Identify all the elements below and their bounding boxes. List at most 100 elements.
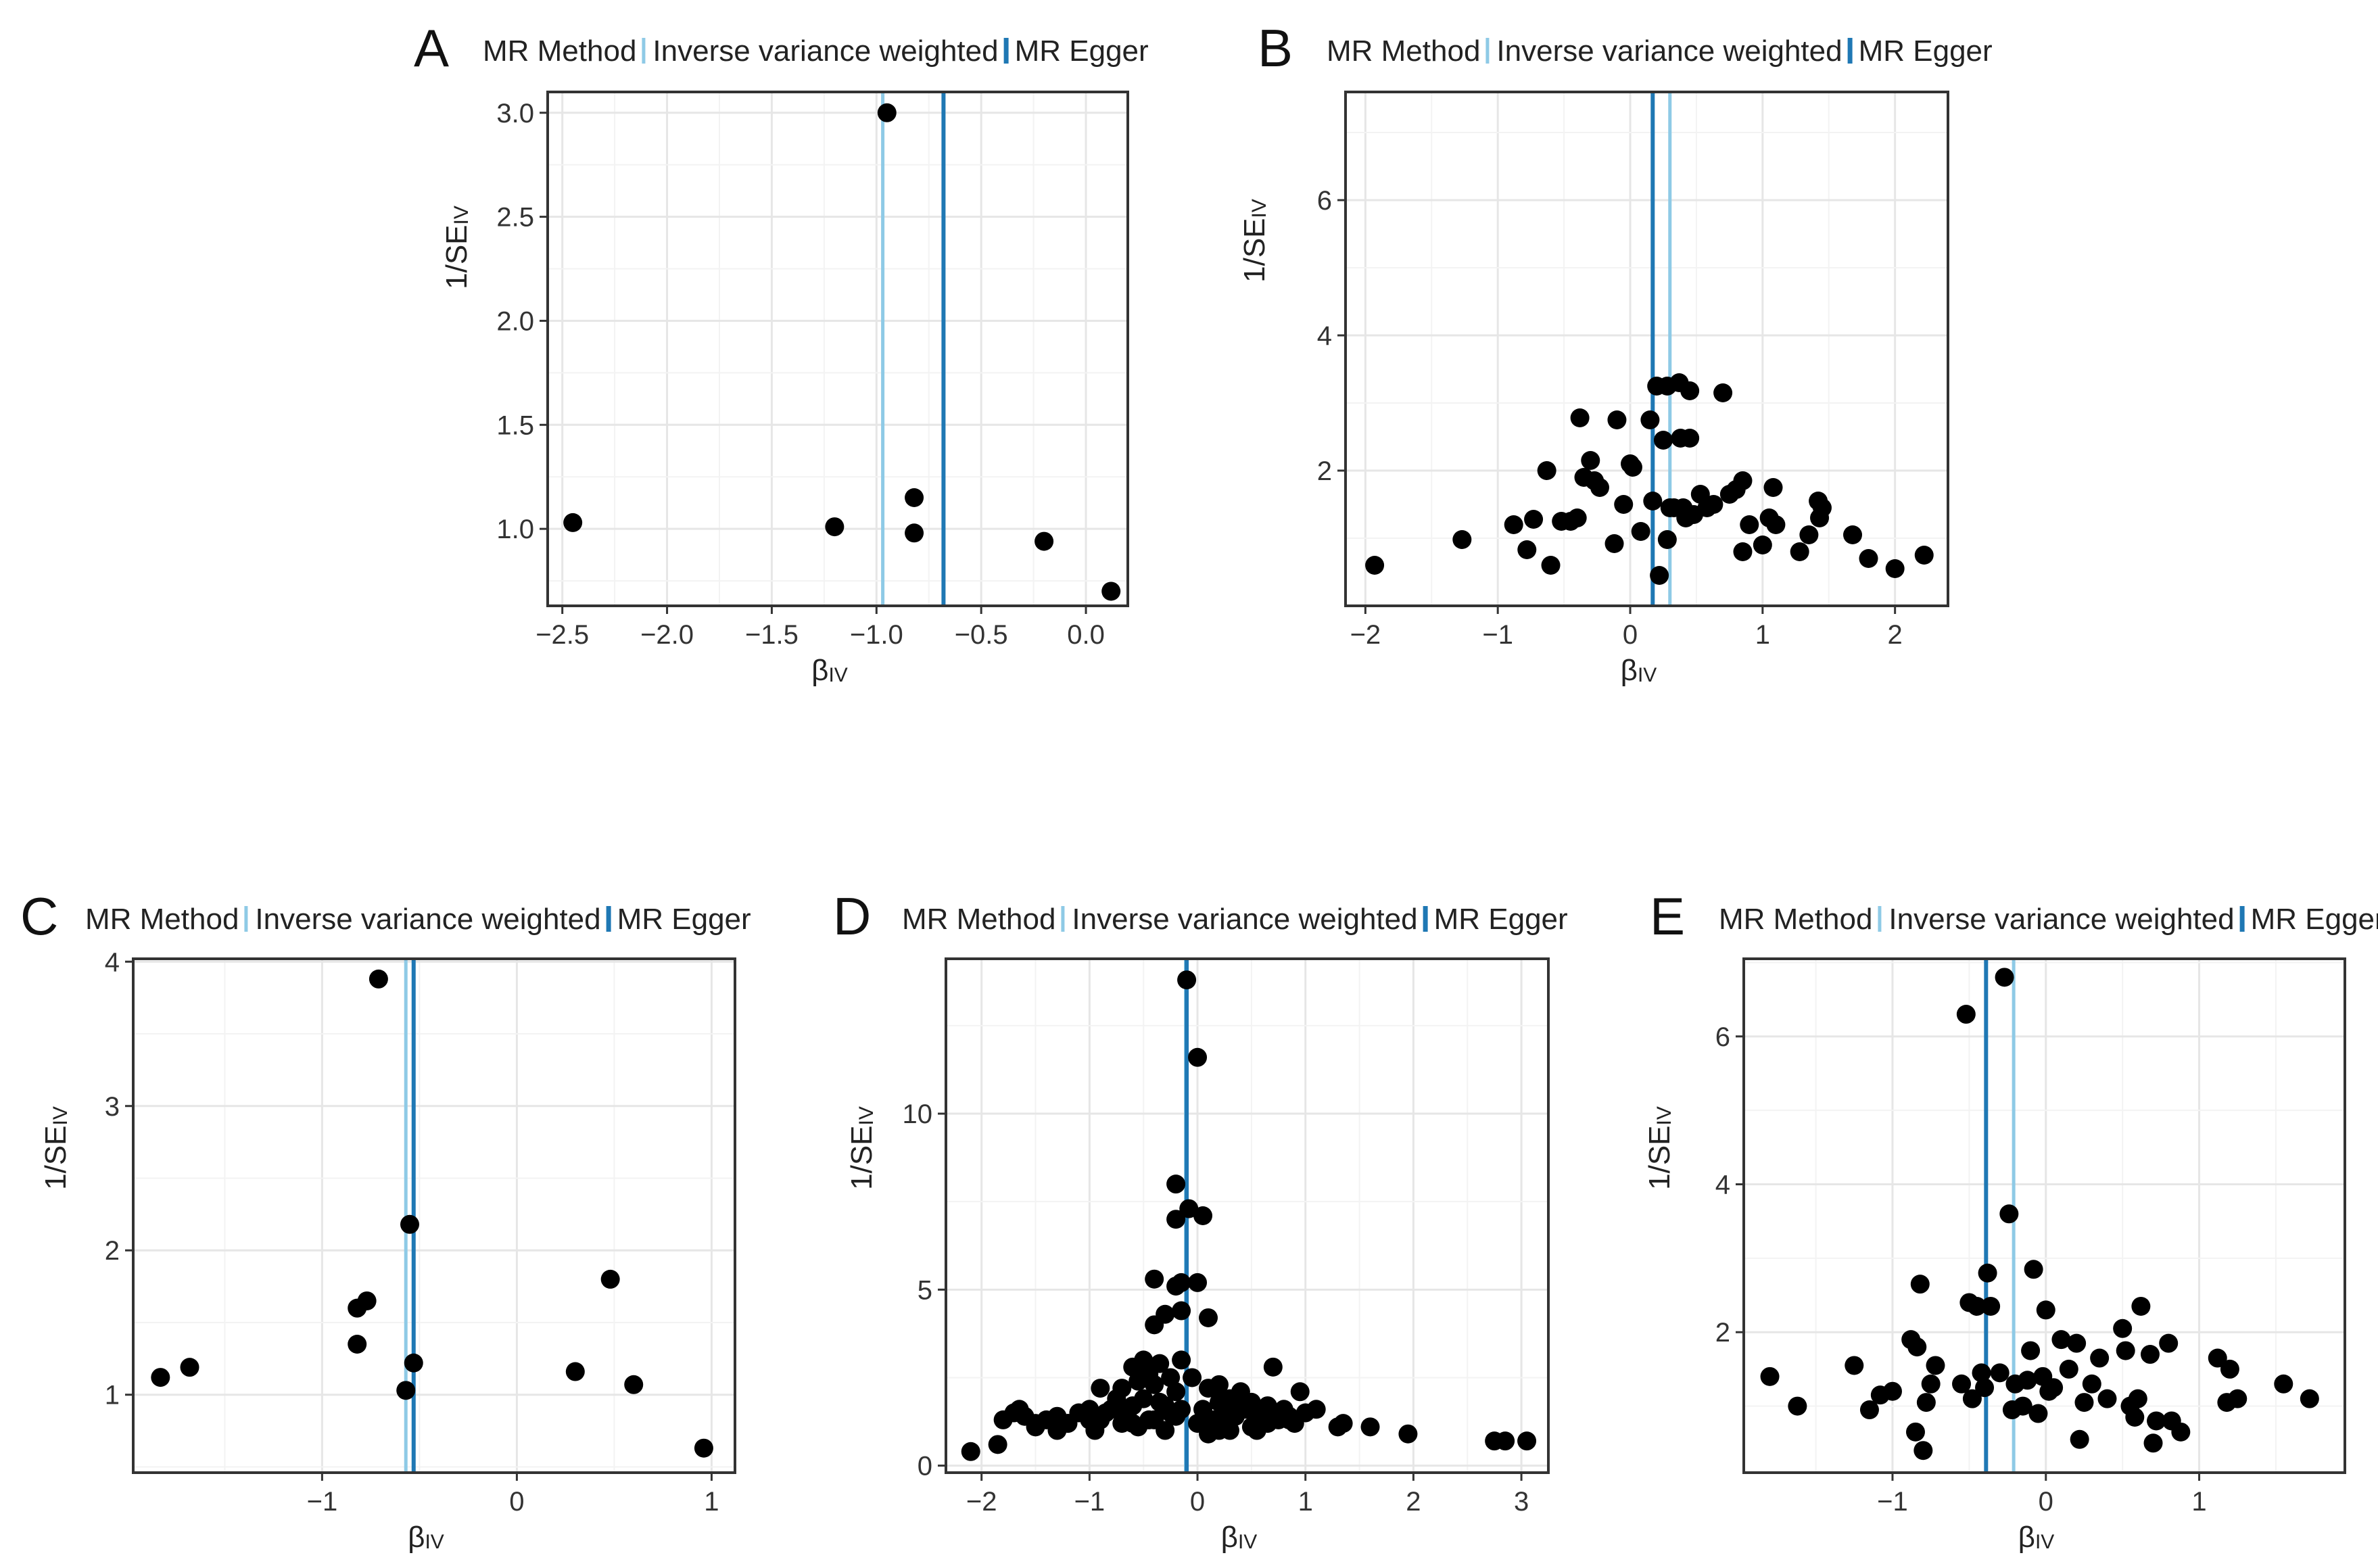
grid: [133, 959, 735, 1473]
data-point: [1172, 1350, 1191, 1370]
data-point: [905, 523, 924, 543]
data-point: [1166, 1382, 1186, 1402]
data-point: [1290, 1382, 1310, 1402]
data-point: [1220, 1410, 1239, 1429]
data-point: [600, 1269, 620, 1289]
data-point: [1956, 1005, 1976, 1024]
data-point: [2090, 1348, 2110, 1368]
data-point: [1926, 1356, 1945, 1375]
legend-title: MR Method: [902, 903, 1055, 936]
data-point: [1166, 1406, 1186, 1426]
data-point: [1760, 1367, 1780, 1386]
data-point: [2143, 1433, 2163, 1453]
data-point: [1188, 1273, 1208, 1292]
data-point: [1166, 1210, 1186, 1229]
data-point: [1995, 968, 2014, 987]
data-point: [2028, 1404, 2048, 1423]
x-tick-label: −2: [1350, 620, 1381, 650]
legend-key-ivw: [1485, 38, 1490, 64]
data-point: [1166, 1174, 1186, 1194]
data-point: [694, 1438, 713, 1458]
data-point: [1504, 515, 1523, 534]
y-tick-label: 1.0: [496, 515, 534, 544]
data-point: [1790, 542, 1809, 561]
data-point: [1713, 383, 1733, 402]
data-point: [1843, 525, 1863, 544]
x-tick-label: −2.0: [640, 620, 694, 650]
data-point: [1172, 1301, 1191, 1321]
data-point: [1650, 566, 1669, 585]
data-point: [1740, 515, 1759, 534]
x-tick-label: −1: [1074, 1487, 1105, 1517]
legend-title: MR Method: [85, 903, 239, 936]
x-tick-label: −1: [307, 1487, 338, 1517]
data-point: [1517, 540, 1537, 559]
data-point: [1910, 1275, 1930, 1294]
legend-label-egger: MR Egger: [2251, 903, 2378, 936]
data-point: [1921, 1374, 1941, 1394]
data-point: [1623, 458, 1642, 477]
legend-label-ivw: Inverse variance weighted: [652, 34, 998, 68]
data-point: [961, 1442, 980, 1461]
data-point: [1360, 1417, 1380, 1437]
x-tick-label: −0.5: [955, 620, 1008, 650]
data-point: [368, 969, 388, 989]
panel-c: C MR Method Inverse variance weighted MR Eg…: [20, 886, 751, 1554]
panel-letter: C: [20, 886, 58, 946]
data-point: [1263, 1357, 1283, 1377]
y-tick-label: 2: [105, 1236, 120, 1266]
data-point: [2059, 1359, 2078, 1379]
legend-key-ivw: [1878, 906, 1882, 932]
data-point: [2067, 1333, 2087, 1353]
data-point: [1541, 556, 1561, 575]
data-point: [357, 1291, 377, 1310]
data-point: [1112, 1379, 1132, 1398]
plot-frame: [945, 957, 1550, 1474]
data-point: [1333, 1414, 1353, 1433]
legend-key-egger: [2239, 906, 2245, 932]
data-point: [1916, 1393, 1936, 1412]
data-point: [1799, 525, 1819, 544]
data-point: [396, 1381, 416, 1400]
data-point: [1279, 1410, 1299, 1429]
data-point: [2274, 1374, 2293, 1394]
y-tick-label: 2.5: [496, 203, 534, 233]
data-point: [1247, 1421, 1266, 1440]
plot-frame: [1742, 957, 2346, 1474]
points: [1760, 968, 2319, 1460]
x-tick-label: 1: [704, 1487, 719, 1517]
data-point: [2159, 1333, 2179, 1353]
x-axis-title: βIV: [408, 1521, 444, 1554]
data-point: [2208, 1348, 2227, 1368]
data-point: [1914, 546, 1934, 565]
y-tick-label: 2.0: [496, 306, 534, 336]
x-tick-label: 1: [2191, 1487, 2206, 1517]
legend-label-egger: MR Egger: [1434, 903, 1568, 936]
data-point: [1981, 1296, 2001, 1316]
legend-label-ivw: Inverse variance weighted: [1072, 903, 1417, 936]
x-tick-label: 0: [509, 1487, 524, 1517]
x-tick-label: 1: [1298, 1487, 1313, 1517]
legend-label-ivw: Inverse variance weighted: [255, 903, 600, 936]
x-tick-label: −2: [966, 1487, 997, 1517]
data-point: [404, 1353, 423, 1373]
data-point: [624, 1375, 644, 1394]
data-point: [2171, 1422, 2191, 1442]
panel-letter: D: [833, 886, 871, 946]
data-point: [1524, 510, 1544, 529]
data-point: [348, 1335, 367, 1354]
panel-b: B MR Method Inverse variance weighted MR Eg…: [1238, 18, 1993, 687]
data-point: [1009, 1400, 1029, 1419]
legend-key-egger: [1423, 906, 1428, 932]
panel-e: E MR Method Inverse variance weighted MR Eg…: [1643, 886, 2378, 1554]
points: [563, 103, 1121, 601]
data-point: [1913, 1441, 1933, 1460]
data-point: [1047, 1421, 1067, 1440]
y-axis-title: 1/SEIV: [1238, 199, 1271, 283]
plot-frame: [132, 957, 736, 1474]
data-point: [1179, 1199, 1199, 1218]
data-point: [1188, 1414, 1208, 1433]
data-point: [1766, 515, 1786, 534]
data-point: [2051, 1330, 2071, 1350]
x-axis-title: βIV: [1221, 1521, 1258, 1554]
